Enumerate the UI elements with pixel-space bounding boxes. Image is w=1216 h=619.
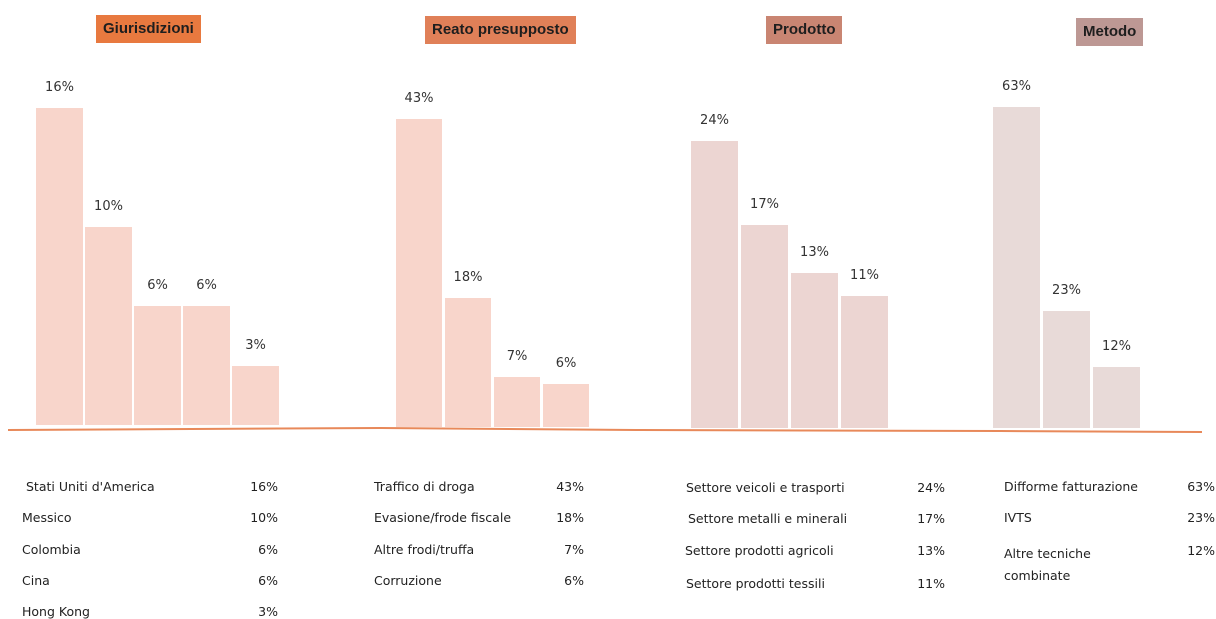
bar-label-3-1: 24%	[700, 113, 729, 128]
legend-2-value-1: 43%	[556, 479, 584, 494]
legend-3-label-3: Settore prodotti agricoli	[685, 543, 834, 558]
bar-label-2-1: 43%	[404, 91, 434, 106]
legend-4-label-3: Altre tecniche combinate	[1004, 546, 1091, 583]
bar-3-3	[791, 272, 838, 428]
legend-4-value-1: 63%	[1187, 479, 1215, 494]
legend-4-label-2: IVTS	[1004, 510, 1032, 525]
bar-3-2	[741, 224, 788, 428]
bar-4-3	[1093, 366, 1140, 428]
legend-1-label-3: Colombia	[22, 542, 81, 557]
bar-label-4-1: 63%	[1002, 79, 1031, 94]
legend-4-value-3: 12%	[1187, 543, 1215, 558]
bar-2-4	[543, 384, 589, 427]
legend-3-label-1: Settore veicoli e trasporti	[686, 480, 845, 495]
legend-1-value-3: 6%	[258, 542, 278, 557]
bar-label-3-3: 13%	[800, 244, 829, 260]
legend-3-label-2: Settore metalli e minerali	[688, 511, 848, 526]
panel-2-title: Reato presupposto	[425, 16, 576, 44]
legend-1-value-2: 10%	[250, 510, 278, 525]
bar-4-2	[1043, 310, 1090, 428]
legend-2-label-2: Evasione/frode fiscale	[374, 510, 512, 525]
legend-3-value-1: 24%	[917, 480, 945, 495]
panel-4-title: Metodo	[1076, 18, 1144, 46]
legend-3-value-3: 13%	[917, 543, 945, 558]
bar-label-3-4: 11%	[850, 268, 879, 284]
bar-label-1-2: 10%	[94, 198, 123, 214]
bar-label-1-4: 6%	[196, 278, 217, 294]
legend-3-label-4: Settore prodotti tessili	[686, 576, 825, 591]
bar-label-3-2: 17%	[750, 196, 779, 212]
bar-1-4	[183, 306, 230, 425]
legend-1-label-1: Stati Uniti d'America	[26, 479, 155, 494]
bar-1-1	[36, 108, 83, 425]
bar-label-4-2: 23%	[1052, 282, 1081, 298]
panel-1-title: Giurisdizioni	[96, 15, 201, 43]
bar-2-3	[494, 376, 540, 427]
legend-2-label-3: Altre frodi/truffa	[374, 542, 475, 557]
bar-label-2-4: 6%	[555, 356, 577, 372]
bar-1-2	[85, 226, 132, 425]
legend-2-value-4: 6%	[564, 573, 584, 588]
bar-3-1	[691, 141, 738, 428]
legend-1-value-4: 6%	[258, 573, 278, 588]
bar-4-1	[993, 107, 1040, 428]
bar-2-1	[396, 119, 442, 427]
legend-1-label-5: Hong Kong	[22, 604, 90, 619]
legend-3-value-4: 11%	[917, 576, 945, 591]
bar-3-4	[841, 296, 888, 428]
legend-4-value-2: 23%	[1187, 510, 1215, 525]
legend-1-value-5: 3%	[258, 604, 278, 619]
x-axis-line	[7, 426, 1203, 433]
bar-label-2-2: 18%	[453, 270, 483, 286]
bar-label-1-1: 16%	[45, 80, 74, 95]
bar-label-1-3: 6%	[147, 278, 168, 294]
legend-1-label-4: Cina	[22, 573, 50, 588]
legend-1-label-2: Messico	[22, 510, 72, 525]
legend-4-label-1: Difforme fatturazione	[1004, 479, 1138, 494]
bar-label-2-3: 7%	[506, 348, 528, 364]
legend-2-value-2: 18%	[556, 510, 584, 525]
panel-3-title: Prodotto	[766, 16, 843, 44]
legend-1-value-1: 16%	[250, 479, 278, 494]
bar-1-3	[134, 306, 181, 425]
legend-3-value-2: 17%	[917, 511, 945, 526]
legend-2-label-4: Corruzione	[374, 573, 442, 588]
legend-2-value-3: 7%	[564, 542, 584, 557]
legend-2-label-1: Traffico di droga	[374, 479, 475, 494]
bar-2-2	[445, 298, 491, 427]
bar-1-5	[232, 365, 279, 425]
bar-label-4-3: 12%	[1102, 338, 1131, 354]
bar-label-1-5: 3%	[245, 337, 266, 353]
